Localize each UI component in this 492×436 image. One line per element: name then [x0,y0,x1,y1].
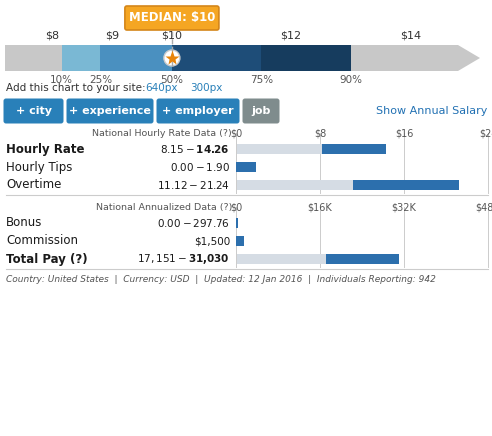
Bar [236,254,399,264]
FancyBboxPatch shape [66,99,154,123]
Text: $10: $10 [161,31,183,41]
Bar [62,45,100,71]
Bar [236,144,386,154]
Text: Hourly Tips: Hourly Tips [6,160,72,174]
Text: $48K: $48K [476,203,492,213]
Circle shape [164,50,180,66]
Text: 640px: 640px [145,83,178,93]
Text: + employer: + employer [162,106,234,116]
Text: Bonus: Bonus [6,217,42,229]
Text: $14: $14 [400,31,421,41]
Text: $0: $0 [230,129,242,139]
Text: National Annualized Data (?): National Annualized Data (?) [95,203,232,212]
Bar [100,45,172,71]
FancyBboxPatch shape [243,99,279,123]
Text: $11.12 - $21.24: $11.12 - $21.24 [157,179,230,191]
Bar [322,144,386,154]
Text: National Hourly Rate Data (?): National Hourly Rate Data (?) [92,129,232,138]
Text: Commission: Commission [6,235,78,248]
Text: $16K: $16K [308,203,333,213]
Text: $16: $16 [395,129,413,139]
Text: $0.00 - $297.76: $0.00 - $297.76 [157,217,230,229]
FancyBboxPatch shape [3,99,63,123]
Text: Country: United States  |  Currency: USD  |  Updated: 12 Jan 2016  |  Individual: Country: United States | Currency: USD |… [6,275,436,284]
Bar [326,254,399,264]
Text: job: job [251,106,271,116]
Text: + experience: + experience [69,106,151,116]
Text: 10%: 10% [50,75,73,85]
Bar [236,180,459,190]
Bar [353,180,459,190]
Text: $8.15 - $14.26: $8.15 - $14.26 [160,143,230,155]
Bar [236,218,238,228]
Text: $32K: $32K [392,203,416,213]
Text: + city: + city [16,106,52,116]
Bar [172,45,261,71]
Bar [236,236,244,246]
Polygon shape [5,45,480,71]
Text: Total Pay (?): Total Pay (?) [6,252,88,266]
Text: $12: $12 [280,31,302,41]
Text: Overtime: Overtime [6,178,62,191]
Text: $0: $0 [230,203,242,213]
FancyBboxPatch shape [125,6,219,30]
Text: $9: $9 [105,31,120,41]
FancyBboxPatch shape [156,99,240,123]
Text: $0.00 - $1.90: $0.00 - $1.90 [170,161,230,173]
Text: Hourly Rate: Hourly Rate [6,143,85,156]
Text: $8: $8 [46,31,60,41]
Text: Show Annual Salary: Show Annual Salary [375,106,487,116]
Text: $1,500: $1,500 [194,236,230,246]
Text: 25%: 25% [89,75,112,85]
Bar [236,162,256,172]
Bar [261,45,351,71]
Text: Add this chart to your site:: Add this chart to your site: [6,83,146,93]
Text: MEDIAN: $10: MEDIAN: $10 [129,11,215,24]
Text: 90%: 90% [339,75,362,85]
Text: 300px: 300px [190,83,222,93]
Text: 75%: 75% [250,75,273,85]
Text: $24: $24 [479,129,492,139]
Text: 50%: 50% [160,75,184,85]
Text: $8: $8 [314,129,326,139]
Text: $17,151 - $31,030: $17,151 - $31,030 [137,252,230,266]
